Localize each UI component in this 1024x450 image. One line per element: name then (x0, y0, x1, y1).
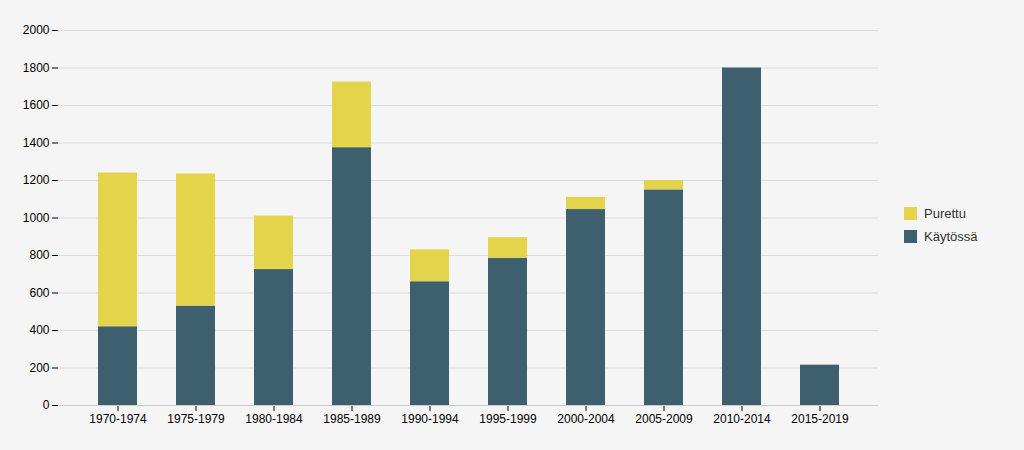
svg-text:1800: 1800 (23, 61, 50, 75)
html-text:Käytössä: Käytössä (924, 229, 978, 244)
svg-text:1985-1989: 1985-1989 (323, 412, 381, 426)
svg-text:1995-1999: 1995-1999 (479, 412, 537, 426)
svg-text:2005-2009: 2005-2009 (635, 412, 693, 426)
svg-text:1000: 1000 (23, 211, 50, 225)
svg-text:1975-1979: 1975-1979 (167, 412, 225, 426)
svg-text:1990-1994: 1990-1994 (401, 412, 459, 426)
svg-text:200: 200 (29, 361, 49, 375)
svg-text:2015-2019: 2015-2019 (791, 412, 849, 426)
svg-text:1200: 1200 (23, 173, 50, 187)
svg-text:2000-2004: 2000-2004 (557, 412, 615, 426)
svg-text:400: 400 (29, 323, 49, 337)
svg-text:1400: 1400 (23, 136, 50, 150)
html-text:Purettu: Purettu (924, 206, 966, 221)
svg-text:2010-2014: 2010-2014 (713, 412, 771, 426)
svg-text:0: 0 (43, 398, 50, 412)
svg-text:1970-1974: 1970-1974 (89, 412, 147, 426)
svg-text:600: 600 (29, 286, 49, 300)
svg-text:2000: 2000 (23, 23, 50, 37)
svg-text:1980-1984: 1980-1984 (245, 412, 303, 426)
svg-text:1600: 1600 (23, 98, 50, 112)
svg-text:800: 800 (29, 248, 49, 262)
